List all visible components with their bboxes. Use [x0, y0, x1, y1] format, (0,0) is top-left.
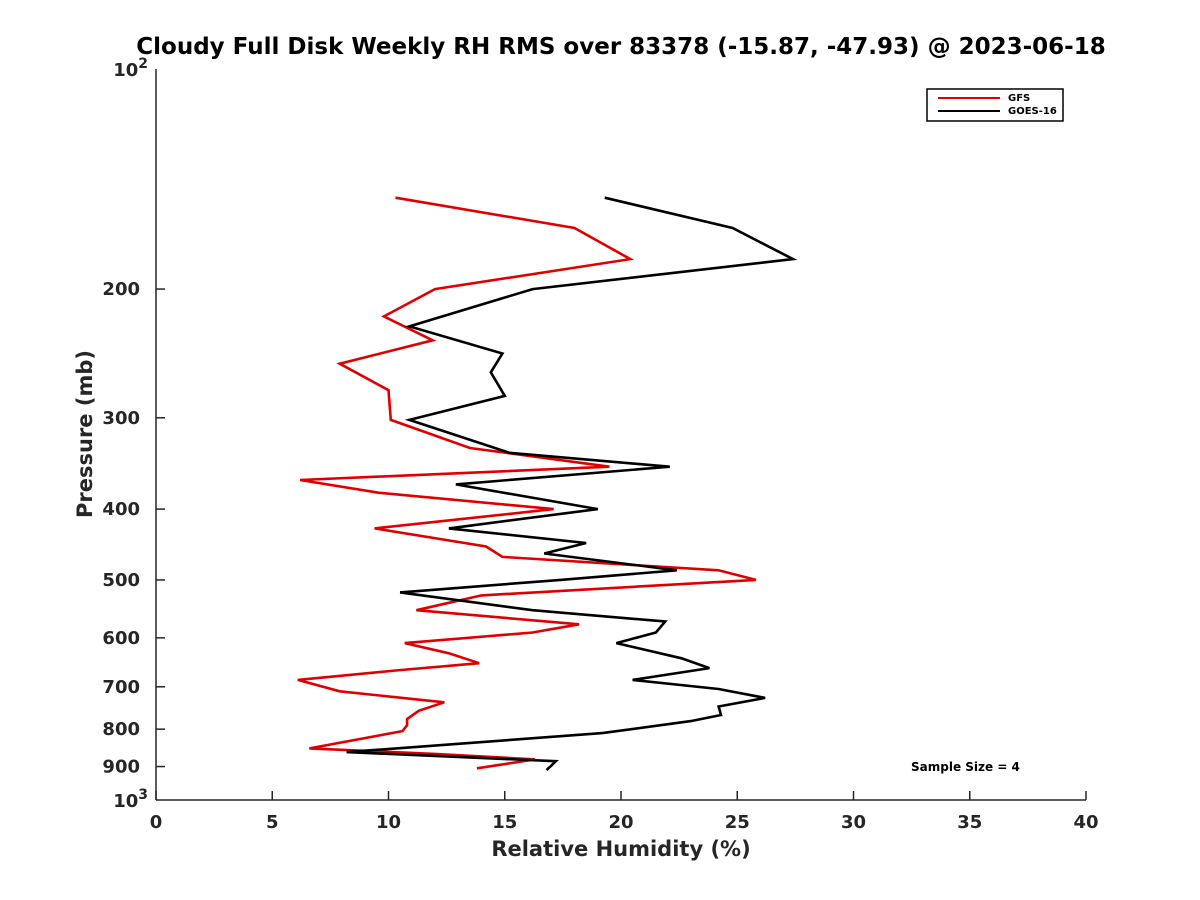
- legend-label-goes16: GOES-16: [1008, 106, 1057, 117]
- x-tick-label: 30: [841, 812, 866, 833]
- series-line-goes16: [346, 196, 798, 772]
- legend: GFS GOES-16: [926, 88, 1064, 122]
- x-axis-label: Relative Humidity (%): [491, 837, 750, 861]
- sample-size-annotation: Sample Size = 4: [911, 760, 1020, 774]
- y-tick-label-power: 102: [113, 56, 148, 81]
- x-tick-label: 15: [492, 812, 517, 833]
- y-tick-label: 600: [102, 628, 140, 649]
- y-tick-label: 300: [102, 408, 140, 429]
- y-tick-label-power: 103: [113, 787, 148, 812]
- series-layer: [297, 196, 798, 772]
- series-line-gfs: [297, 196, 757, 770]
- x-tick-label: 5: [266, 812, 279, 833]
- x-tick-label: 10: [376, 812, 401, 833]
- y-tick-label: 700: [102, 677, 140, 698]
- legend-label-gfs: GFS: [1008, 93, 1030, 104]
- y-tick-label: 200: [102, 279, 140, 300]
- y-tick-label: 500: [102, 570, 140, 591]
- x-tick-label: 40: [1073, 812, 1098, 833]
- x-tick-label: 20: [608, 812, 633, 833]
- y-ticks: 200 300 400 500 600 700 800 900 102 103: [102, 56, 165, 812]
- legend-box: [926, 88, 1064, 122]
- x-ticks: 0 5 10 15 20 25 30 35 40: [150, 791, 1099, 833]
- chart-title: Cloudy Full Disk Weekly RH RMS over 8337…: [136, 34, 1105, 60]
- x-tick-label: 25: [725, 812, 750, 833]
- y-tick-label: 900: [102, 757, 140, 778]
- y-axis-label: Pressure (mb): [73, 350, 97, 518]
- axes: [155, 69, 1086, 801]
- y-tick-label: 800: [102, 719, 140, 740]
- x-tick-label: 35: [957, 812, 982, 833]
- x-tick-label: 0: [150, 812, 163, 833]
- y-tick-label: 400: [102, 499, 140, 520]
